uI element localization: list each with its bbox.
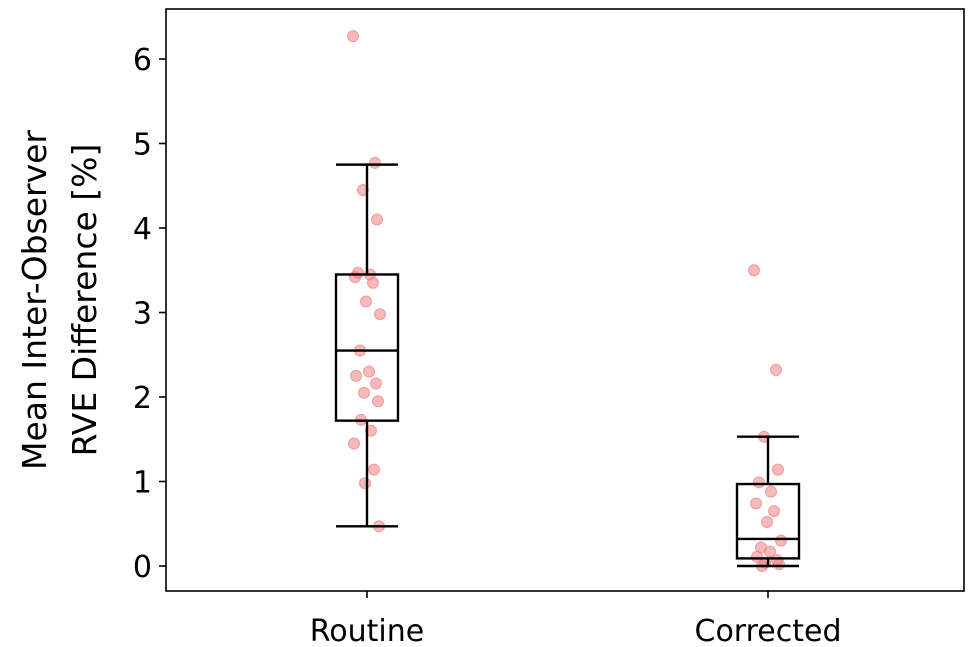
data-point — [772, 463, 784, 476]
data-point — [347, 30, 359, 43]
data-point — [770, 363, 782, 376]
data-point — [367, 276, 379, 289]
x-axis: Routine Corrected — [310, 591, 842, 647]
data-point — [773, 558, 785, 571]
y-tick-label: 5 — [133, 128, 152, 163]
data-point — [750, 497, 762, 510]
data-point — [372, 395, 384, 408]
data-point — [365, 424, 377, 437]
y-tick-label: 2 — [133, 381, 152, 416]
data-point — [775, 534, 787, 547]
y-tick-label: 6 — [133, 43, 152, 78]
iqr-box — [334, 273, 400, 422]
data-point — [761, 516, 773, 529]
x-tick-label: Routine — [310, 614, 424, 647]
iqr-box — [735, 482, 801, 560]
data-point — [768, 505, 780, 518]
data-point — [368, 463, 380, 476]
y-axis: 0 1 2 3 4 5 6 — [133, 43, 166, 585]
data-point — [359, 477, 371, 490]
data-point — [349, 271, 361, 284]
y-tick-label: 1 — [133, 466, 152, 501]
data-point — [765, 485, 777, 498]
data-point — [753, 476, 765, 489]
y-axis-label-line-2: RVE Difference [%] — [65, 144, 104, 457]
data-point — [371, 213, 383, 226]
plot-frame — [165, 8, 965, 592]
data-point — [350, 369, 362, 382]
data-point — [357, 183, 369, 196]
y-tick-label: 0 — [133, 550, 152, 585]
y-tick-label: 3 — [133, 297, 152, 332]
data-point — [358, 386, 370, 399]
box-routine — [334, 163, 400, 528]
data-point — [764, 545, 776, 558]
data-point — [370, 377, 382, 390]
y-axis-label-line-1: Mean Inter-Observer — [15, 130, 54, 470]
y-tick-label: 4 — [133, 212, 152, 247]
data-point — [374, 308, 386, 321]
data-point — [363, 365, 375, 378]
data-point — [360, 295, 372, 308]
box-corrected — [735, 435, 801, 568]
data-point — [348, 437, 360, 450]
points-layer — [347, 30, 787, 572]
data-point — [369, 156, 381, 169]
x-tick-label: Corrected — [695, 614, 842, 647]
data-point — [748, 264, 760, 277]
boxes-layer — [334, 163, 801, 568]
